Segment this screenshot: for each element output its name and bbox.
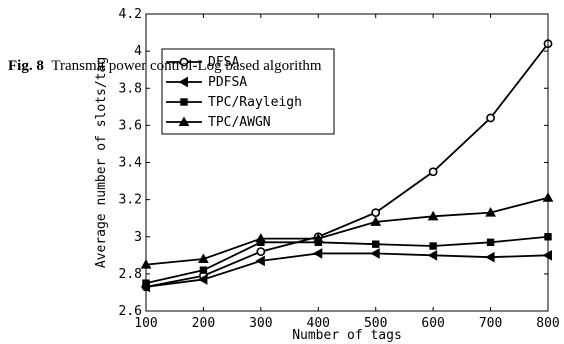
legend-marker	[178, 116, 190, 126]
data-point-tpc-awgn	[485, 207, 496, 217]
data-point-tpc-awgn	[312, 233, 324, 243]
data-point-tpc-rayleigh	[199, 266, 208, 274]
data-point-dfsa	[256, 247, 266, 256]
legend-item-dfsa: DFSA	[166, 55, 239, 70]
y-tick-label: 2.8	[119, 267, 142, 282]
y-tick-label: 3.4	[119, 156, 143, 171]
legend-item-pdfsa: PDFSA	[166, 75, 247, 90]
figure-caption-text: Transmit power control-Log based algorit…	[51, 58, 322, 74]
legend-label: DFSA	[208, 55, 239, 70]
y-tick-label: 2.6	[119, 304, 142, 319]
legend-marker	[180, 98, 188, 106]
data-point-tpc-rayleigh	[372, 240, 380, 248]
y-tick-label: 3.6	[119, 118, 142, 133]
figure-number: Fig. 8	[8, 58, 44, 74]
y-axis-label: Average number of slots/tag	[94, 57, 109, 268]
data-point-tpc-awgn	[198, 253, 209, 264]
series-line-tpc-awgn	[145, 196, 549, 266]
x-tick-label: 500	[364, 316, 387, 331]
x-tick-label: 200	[192, 316, 215, 331]
data-point-dfsa	[486, 113, 495, 123]
y-tick-label: 3	[134, 230, 142, 245]
y-tick-label: 3.2	[119, 193, 142, 208]
data-point-tpc-awgn	[255, 233, 267, 243]
data-point-pdfsa	[312, 248, 323, 259]
y-tick-label: 3.8	[119, 81, 142, 96]
plot-series	[140, 39, 554, 293]
x-tick-label: 700	[479, 316, 502, 331]
data-point-tpc-rayleigh	[429, 242, 437, 250]
data-point-pdfsa	[427, 249, 438, 261]
data-point-dfsa	[371, 208, 381, 218]
legend: DFSA PDFSA TPC/Rayleigh TPC/AWGN	[161, 48, 335, 135]
data-point-pdfsa	[485, 251, 495, 263]
x-tick-label: 800	[536, 316, 559, 331]
data-point-dfsa	[428, 167, 438, 177]
data-point-pdfsa	[197, 274, 208, 285]
x-tick-label: 400	[307, 316, 330, 331]
legend-marker	[178, 76, 188, 88]
data-point-tpc-rayleigh	[486, 238, 495, 247]
data-point-pdfsa	[255, 255, 265, 267]
series-line-dfsa	[145, 43, 549, 288]
data-point-tpc-awgn	[427, 210, 439, 221]
legend-label: TPC/Rayleigh	[208, 95, 302, 110]
series-tpc-awgn	[140, 192, 554, 269]
legend-marker	[179, 57, 189, 67]
x-tick-label: 600	[421, 316, 444, 331]
x-axis-label: Number of tags	[292, 328, 402, 343]
y-tick-label: 4.2	[119, 7, 142, 22]
y-tick-label: 4	[134, 44, 142, 59]
legend-label: PDFSA	[208, 75, 247, 90]
data-point-pdfsa	[370, 248, 380, 259]
legend-label: TPC/AWGN	[208, 115, 271, 130]
figure-caption: Fig. 8 Transmit power control-Log based …	[8, 58, 322, 75]
data-point-tpc-awgn	[370, 216, 382, 226]
x-tick-label: 300	[249, 316, 272, 331]
legend-box	[161, 48, 335, 135]
legend-item-tpc-awgn: TPC/AWGN	[166, 115, 271, 130]
y-axis: 2.6 2.8 3 3.2 3.4 3.6 3.8 4 4.2	[119, 7, 548, 319]
x-tick-label: 100	[134, 316, 157, 331]
x-axis: 100 200 300 400 500 600 700 800	[134, 14, 560, 331]
legend-item-tpc-rayleigh: TPC/Rayleigh	[166, 95, 302, 110]
series-line-tpc-rayleigh	[145, 235, 549, 285]
series-line-pdfsa	[145, 252, 549, 288]
